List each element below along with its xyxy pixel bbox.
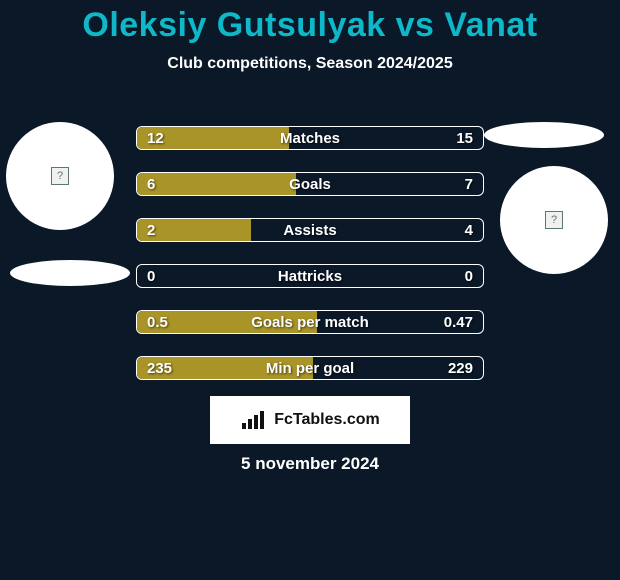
stat-fill	[137, 173, 296, 195]
date-text: 5 november 2024	[0, 454, 620, 474]
stat-value-left: 235	[147, 357, 172, 379]
stat-value-right: 15	[456, 127, 473, 149]
stat-label: Hattricks	[137, 265, 483, 287]
player-avatar-left: ?	[6, 122, 114, 230]
credit-text: FcTables.com	[274, 411, 380, 429]
stat-value-left: 2	[147, 219, 155, 241]
player-avatar-right: ?	[500, 166, 608, 274]
stat-row: 0.50.47Goals per match	[136, 310, 484, 334]
stat-value-right: 229	[448, 357, 473, 379]
stat-row: 67Goals	[136, 172, 484, 196]
avatar-left-shadow	[10, 260, 130, 286]
stat-value-right: 0.47	[444, 311, 473, 333]
stat-row: 1215Matches	[136, 126, 484, 150]
stat-value-left: 6	[147, 173, 155, 195]
stat-row: 235229Min per goal	[136, 356, 484, 380]
subtitle: Club competitions, Season 2024/2025	[0, 55, 620, 73]
missing-image-icon: ?	[51, 167, 69, 185]
credit-badge: FcTables.com	[210, 396, 410, 444]
stat-value-left: 0	[147, 265, 155, 287]
avatar-right-shadow	[484, 122, 604, 148]
page-title: Oleksiy Gutsulyak vs Vanat	[0, 0, 620, 45]
stat-value-right: 7	[465, 173, 473, 195]
bars-logo-icon	[240, 409, 268, 431]
stat-row: 0 0Hattricks	[136, 264, 484, 288]
stat-value-left: 0.5	[147, 311, 168, 333]
stat-row: 24Assists	[136, 218, 484, 242]
stat-value-right: 4	[465, 219, 473, 241]
stats-bars: 1215Matches67Goals24Assists00Hattricks0.…	[136, 126, 484, 402]
missing-image-icon: ?	[545, 211, 563, 229]
stat-value-right: 0	[465, 265, 473, 287]
stat-value-left: 12	[147, 127, 164, 149]
